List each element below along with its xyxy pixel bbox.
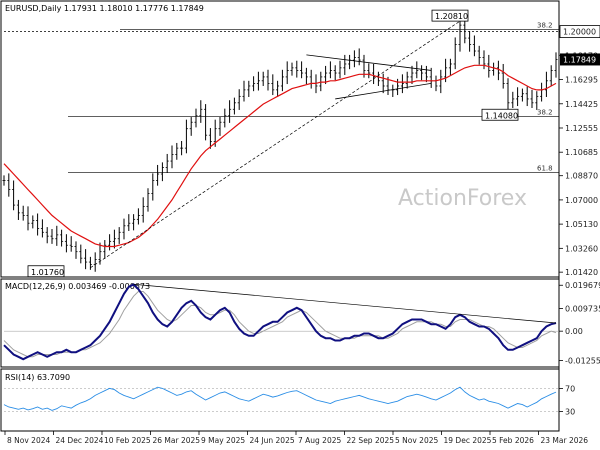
price-panel-frame [0, 0, 560, 278]
macd-tick-label: 0.019679 [565, 281, 600, 290]
rsi-header: RSI(14) 63.7090 [5, 373, 70, 382]
axis-layer: 1.200001.181701.162951.144251.125551.106… [4, 25, 600, 445]
date-tick-label: 19 Dec 2025 [444, 436, 492, 445]
date-tick-label: 10 Feb 2025 [104, 436, 151, 445]
rsi-panel-frame [0, 368, 560, 432]
date-tick-label: 5 Nov 2025 [395, 436, 438, 445]
macd-trend-line [133, 283, 557, 324]
annotation-label: 1.14080 [485, 111, 518, 120]
rsi-tick-label: 30 [565, 408, 575, 417]
macd-tick-label: 0.009735 [565, 304, 600, 313]
current-price-label: 1.17849 [563, 55, 596, 64]
macd-signal-line [3, 291, 557, 358]
macd-tick-label: -0.012552 [565, 356, 600, 365]
price-header: EURUSD,Daily 1.17931 1.18010 1.17776 1.1… [5, 4, 204, 13]
price-tick-label: 1.14425 [565, 100, 598, 109]
macd-header: MACD(12,26,9) 0.003469 -0.000673 [5, 282, 150, 291]
date-tick-label: 22 Sep 2025 [347, 436, 395, 445]
level-tag-label: 1.20000 [563, 28, 596, 37]
rsi-tick-label: 70 [565, 384, 575, 393]
macd-tick-label: 0.00 [565, 327, 583, 336]
date-tick-label: 9 May 2025 [201, 436, 245, 445]
date-tick-label: 26 Mar 2025 [153, 436, 201, 445]
ma-line [3, 64, 557, 248]
price-tick-label: 1.01420 [565, 268, 598, 277]
channel-bottom [335, 82, 432, 100]
date-tick-label: 24 Dec 2024 [56, 436, 104, 445]
annotation-box [27, 265, 65, 278]
channel-top [306, 54, 432, 71]
price-tick-label: 1.07000 [565, 196, 598, 205]
macd-line [3, 283, 557, 361]
fib-label: 38.2 [537, 21, 553, 29]
fib-label: 38.2 [537, 108, 553, 116]
price-tick-label: 1.08870 [565, 172, 598, 181]
annotation-box [481, 108, 519, 121]
date-tick-label: 5 Feb 2026 [492, 436, 534, 445]
price-tick-label: 1.16295 [565, 76, 598, 85]
macd-layer [3, 283, 559, 361]
price-tick-label: 1.05130 [565, 220, 598, 229]
rsi-layer [3, 386, 559, 412]
level-tag-box [559, 25, 600, 39]
watermark: ActionForex [398, 186, 527, 211]
annotation-label: 1.01760 [31, 268, 64, 277]
price-layer: 38.2 38.2 61.8 1.20810 1.14080 1.01760 [2, 9, 559, 278]
rsi-line [3, 386, 557, 411]
annotation-label: 1.20810 [435, 12, 468, 21]
trend-line [90, 20, 461, 269]
date-tick-label: 24 Jun 2025 [250, 436, 295, 445]
price-tick-label: 1.03260 [565, 244, 598, 253]
price-tick-label: 1.12555 [565, 124, 598, 133]
current-price-box [560, 53, 600, 66]
date-tick-label: 7 Aug 2025 [298, 436, 341, 445]
date-tick-label: 23 Mar 2026 [541, 436, 589, 445]
fib-label: 61.8 [537, 165, 553, 173]
price-tick-label: 1.10685 [565, 148, 598, 157]
date-tick-label: 8 Nov 2024 [7, 436, 50, 445]
annotation-box [431, 9, 469, 22]
